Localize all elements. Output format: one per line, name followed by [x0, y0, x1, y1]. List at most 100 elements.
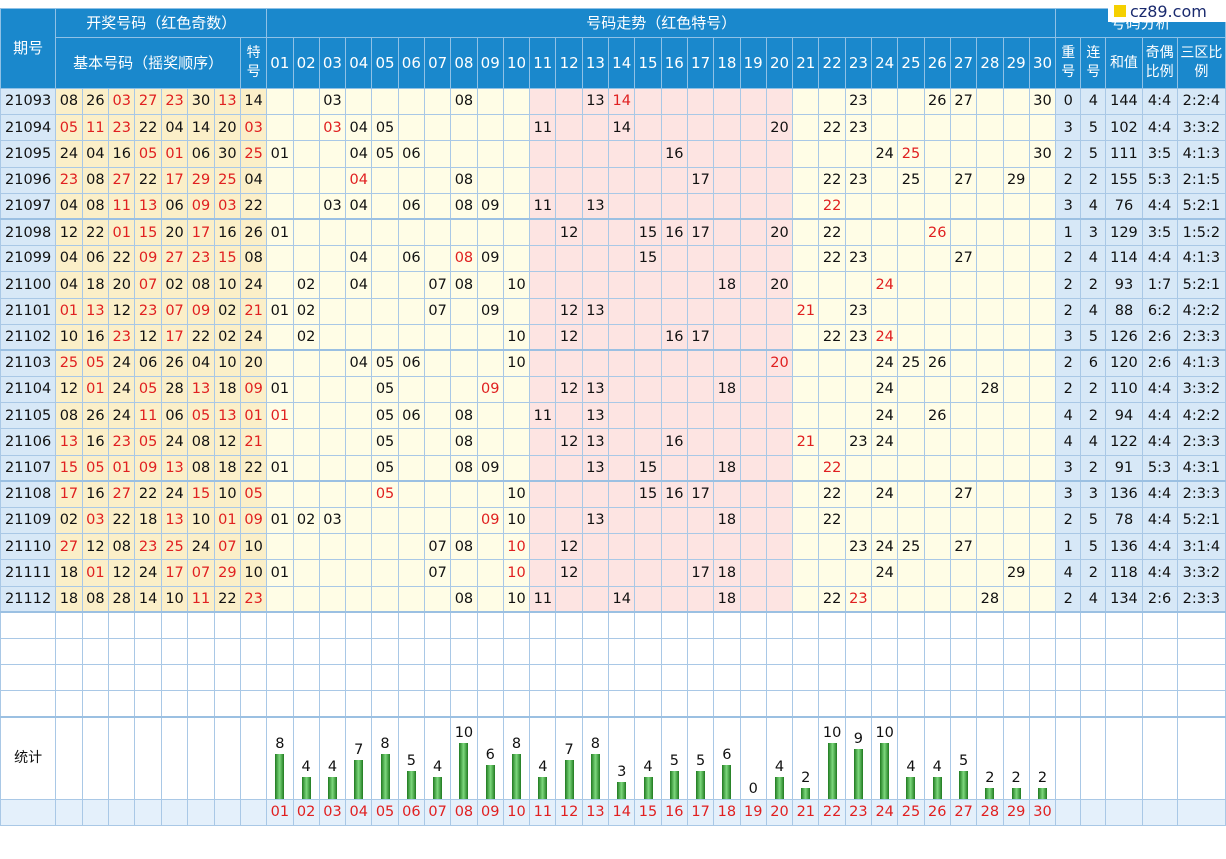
trend-cell [397, 271, 425, 299]
period-cell: 21098 [0, 218, 57, 247]
trend-cell [739, 140, 767, 168]
trend-col-header: 07 [423, 37, 452, 89]
stat-bar [590, 753, 600, 798]
trend-cell: 16 [660, 218, 688, 247]
trend-cell: 06 [397, 402, 425, 430]
trend-cell [634, 585, 662, 614]
trend-cell [897, 480, 925, 509]
trend-cell [397, 533, 425, 561]
trend-col-header: 14 [608, 37, 636, 89]
trend-cell: 18 [713, 506, 741, 535]
trend-cell: 06 [397, 192, 425, 221]
axis-number: 24 [871, 798, 899, 826]
trend-cell: 01 [266, 454, 294, 483]
trend-cell: 13 [581, 402, 610, 430]
trend-cell: 21 [792, 428, 820, 456]
trend-cell [713, 192, 741, 221]
blank-cell [581, 690, 610, 719]
trend-cell [529, 87, 557, 116]
blank-cell [55, 716, 83, 800]
blank-cell [160, 611, 189, 639]
trend-cell [608, 166, 636, 194]
trend-cell [739, 376, 767, 404]
trend-cell [844, 402, 873, 430]
blank-cell [55, 664, 83, 692]
trend-cell [529, 506, 557, 535]
trend-cell [897, 402, 925, 430]
trend-cell [976, 323, 1004, 352]
sum-value: 122 [1105, 428, 1143, 456]
blank-cell [1176, 664, 1226, 692]
blank-cell [897, 611, 925, 639]
basic-number: 27 [134, 87, 162, 116]
basic-number: 09 [134, 245, 162, 273]
basic-number: 05 [134, 428, 162, 456]
trend-cell [818, 297, 846, 325]
trend-cell [1028, 192, 1057, 221]
trend-cell: 10 [502, 271, 531, 299]
trend-cell [555, 506, 583, 535]
trend-cell: 13 [581, 428, 610, 456]
trend-cell [818, 376, 846, 404]
trend-cell [529, 559, 557, 587]
trend-cell [897, 559, 925, 587]
axis-number: 18 [713, 798, 741, 826]
trend-cell [686, 402, 715, 430]
trend-cell: 25 [897, 140, 925, 168]
stat-bar-cell: 3 [608, 716, 636, 800]
blank-cell [1141, 690, 1178, 719]
basic-number: 27 [108, 480, 136, 509]
stat-bar-cell: 8 [266, 716, 294, 800]
blank-cell [292, 611, 320, 639]
trend-cell: 12 [555, 428, 583, 456]
blank-cell [949, 690, 978, 719]
trend-cell [529, 428, 557, 456]
trend-col-header: 12 [555, 37, 583, 89]
trend-cell [292, 402, 320, 430]
trend-col-header: 22 [818, 37, 846, 89]
trend-cell [660, 297, 688, 325]
trend-cell [1028, 480, 1057, 509]
trend-cell [292, 87, 320, 116]
trend-col-header: 08 [450, 37, 478, 89]
blank-cell [240, 637, 268, 666]
sum-value: 88 [1105, 297, 1143, 325]
blank-row [0, 611, 1226, 639]
basic-number: 09 [134, 454, 162, 483]
basic-number: 08 [55, 87, 83, 116]
basic-number: 20 [160, 218, 189, 247]
blank-cell [502, 637, 531, 666]
trend-cell [1028, 323, 1057, 352]
trend-cell [397, 376, 425, 404]
trend-cell: 23 [844, 166, 873, 194]
trend-cell: 24 [871, 480, 899, 509]
period-cell: 21097 [0, 192, 57, 221]
period-cell: 21094 [0, 114, 57, 142]
trend-cell: 23 [844, 428, 873, 456]
trend-cell: 22 [818, 323, 846, 352]
basic-number: 29 [187, 166, 215, 194]
odd-even-ratio: 4:4 [1141, 506, 1178, 535]
odd-even-ratio: 2:6 [1141, 349, 1178, 378]
special-number: 25 [240, 140, 268, 168]
trend-cell [634, 376, 662, 404]
stat-bar [880, 742, 890, 798]
blank-cell [502, 664, 531, 692]
basic-number: 26 [160, 349, 189, 378]
trend-cell [871, 166, 899, 194]
trend-cell [923, 271, 951, 299]
trend-col-header: 13 [581, 37, 610, 89]
blank-cell [871, 690, 899, 719]
trend-cell [345, 585, 373, 614]
trend-cell [660, 376, 688, 404]
analysis-consec-header: 连号 [1080, 37, 1107, 89]
trend-cell: 04 [345, 166, 373, 194]
trend-cell [502, 428, 531, 456]
trend-cell [397, 323, 425, 352]
blank-cell [160, 664, 189, 692]
trend-cell [686, 140, 715, 168]
trend-cell [897, 428, 925, 456]
blank-cell [581, 664, 610, 692]
basic-number: 04 [55, 192, 83, 221]
trend-cell [1028, 166, 1057, 194]
